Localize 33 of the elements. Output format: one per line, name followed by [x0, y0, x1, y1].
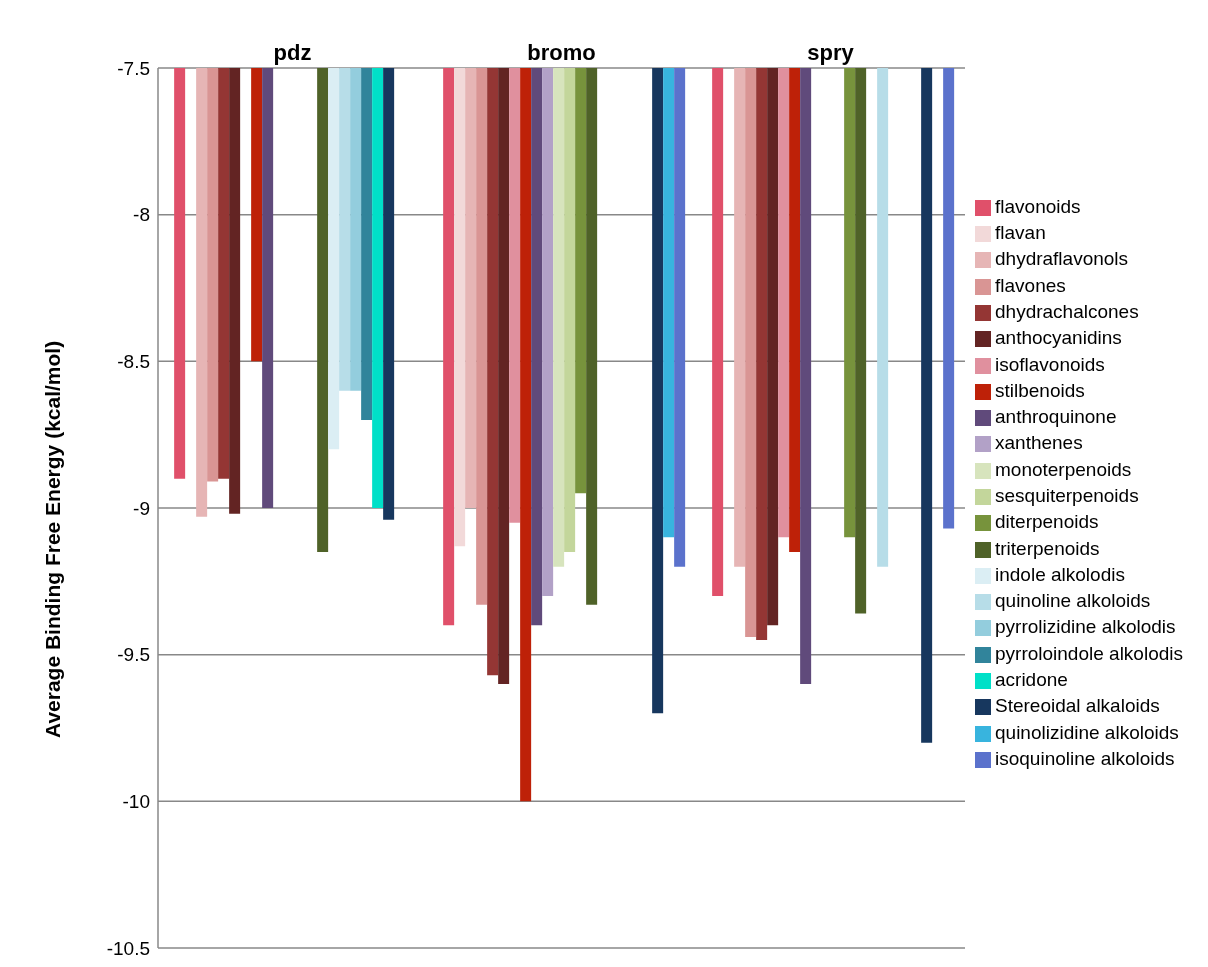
legend-label: pyrroloindole alkolodis	[995, 642, 1183, 664]
y-tick-label: -8.5	[117, 351, 150, 373]
legend-label: anthocyanidins	[995, 327, 1122, 349]
legend-label: Stereoidal alkaloids	[995, 695, 1160, 717]
legend-label: flavan	[995, 222, 1046, 244]
legend-label: pyrrolizidine alkolodis	[995, 616, 1176, 638]
legend-label: acridone	[995, 669, 1068, 691]
legend-label: diterpenoids	[995, 511, 1099, 533]
legend-label: isoflavonoids	[995, 353, 1105, 375]
legend-label: quinolizidine alkoloids	[995, 721, 1179, 743]
legend-label: dhydraflavonols	[995, 248, 1129, 270]
legend-label: isoquinoline alkoloids	[995, 747, 1175, 769]
x-tick-label: spry	[807, 40, 855, 65]
x-tick-label: pdz	[273, 40, 312, 65]
y-tick-label: -9.5	[117, 644, 150, 666]
y-tick-label: -9	[133, 497, 150, 519]
legend-label: indole alkolodis	[995, 563, 1125, 585]
y-tick-label: -8	[133, 204, 150, 226]
y-tick-label: -7.5	[117, 57, 150, 79]
y-tick-label: -10.5	[106, 937, 150, 959]
x-tick-label: bromo	[527, 40, 596, 65]
legend-label: sesquiterpenoids	[995, 485, 1139, 506]
legend-label: flavonoids	[995, 195, 1081, 217]
legend-label: xanthenes	[995, 432, 1083, 454]
legend-label: flavones	[995, 274, 1066, 296]
y-axis-title: Average Binding Free Energy (kcal/mol)	[41, 340, 65, 738]
legend-label: dhydrachalcones	[995, 300, 1139, 322]
legend-label: anthroquinone	[995, 406, 1117, 428]
legend-label: stilbenoids	[995, 379, 1085, 401]
y-tick-label: -10	[122, 791, 150, 813]
legend-label: monoterpenoids	[995, 458, 1132, 480]
legend-label: quinoline alkoloids	[995, 590, 1151, 612]
legend-label: triterpenoids	[995, 537, 1100, 559]
